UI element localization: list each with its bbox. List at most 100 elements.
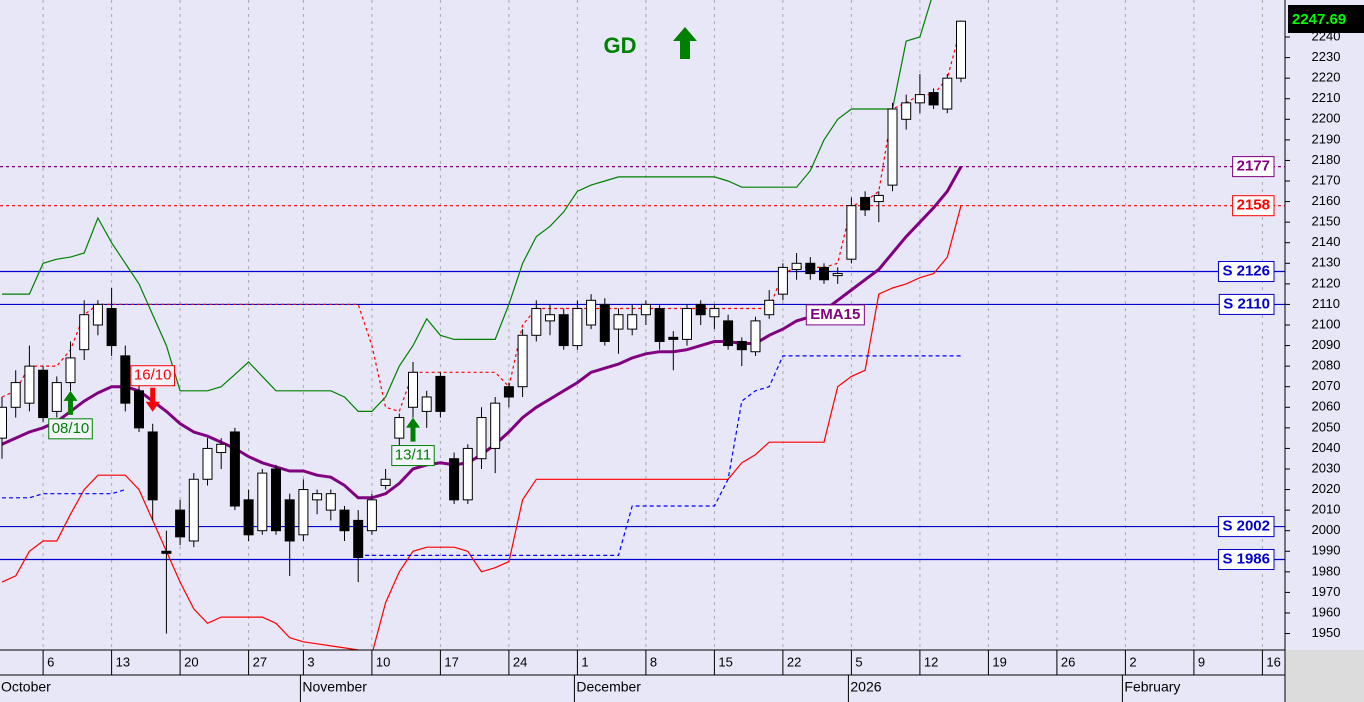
chart-title: GD [604,33,637,58]
candle-body [695,303,706,316]
candle-body [654,308,665,342]
month-label: 2026 [850,679,881,695]
signal-arrow [63,390,78,415]
candle-body [161,550,172,554]
candle-body [791,262,802,270]
month-label: November [302,679,367,695]
y-tick-label: 2130 [1312,255,1341,270]
candle-body [942,77,953,110]
month-label: October [1,679,51,695]
y-tick-label: 1950 [1312,625,1341,640]
candle-body [435,375,446,412]
candle-body [764,299,775,316]
candle-body [736,340,747,351]
y-tick-label: 2100 [1312,316,1341,331]
series-label: EMA15 [810,306,860,323]
candle-body [0,406,7,439]
signal-box [48,418,93,440]
month-label: December [576,679,641,695]
candle-body [914,94,925,104]
candle-body [723,320,734,347]
candle-body [366,499,377,532]
candle-body [79,314,90,351]
x-tick-label: 27 [253,654,267,669]
signal-arrow [145,387,160,412]
candle-body [640,303,651,316]
corner [1285,650,1364,702]
candle-body [106,308,117,347]
candle-body [257,472,268,532]
y-tick-label: 2190 [1312,131,1341,146]
signal-box [391,445,435,467]
x-tick-label: 15 [718,654,732,669]
y-tick-label: 2120 [1312,275,1341,290]
y-tick-label: 2080 [1312,358,1341,373]
candle-body [860,196,871,211]
candle-body [462,447,473,501]
y-tick-label: 2140 [1312,234,1341,249]
x-tick-label: 2 [1129,654,1136,669]
candle-body [517,334,528,388]
y-tick-label: 2200 [1312,111,1341,126]
month-label: February [1124,679,1180,695]
signal-label: 13/11 [395,447,431,464]
y-tick-label: 2000 [1312,522,1341,537]
x-tick-label: 20 [184,654,198,669]
candle-body [901,102,912,120]
candle-body [627,314,638,330]
candle-body [449,458,460,501]
candle-body [339,509,350,532]
candle-body [928,92,939,106]
x-tick-label: 9 [1198,654,1205,669]
candle-body [229,431,240,507]
y-tick-label: 1990 [1312,543,1341,558]
last-price-box [1288,5,1364,33]
candle-body [188,478,199,542]
level-label: S 2110 [1223,295,1270,312]
candle-body [558,314,569,347]
y-tick-label: 2010 [1312,502,1341,517]
candle-body [10,382,21,408]
level-label: 2158 [1237,197,1270,214]
candle-body [120,355,131,404]
y-tick-label: 2050 [1312,419,1341,434]
last-price: 2247.69 [1292,11,1346,28]
y-tick-label: 2020 [1312,481,1341,496]
x-tick-label: 3 [307,654,314,669]
candle-body [147,431,158,501]
signal-box [130,365,175,387]
candle-body [668,336,679,340]
x-tick-label: 6 [47,654,54,669]
candle-body [134,390,144,429]
x-tick-label: 13 [116,654,130,669]
candle-body [709,308,720,318]
candle-body [243,499,254,536]
level-label-box [1232,156,1275,178]
candle-body [531,308,542,336]
x-tick-label: 24 [513,654,527,669]
y-tick-label: 1960 [1312,604,1341,619]
x-tick-label: 8 [650,654,657,669]
candle-body [873,194,884,203]
candle-body [777,266,788,295]
candle-body [271,468,281,532]
candle-body [51,382,62,412]
y-tick-label: 2220 [1312,70,1341,85]
level-label-box [1217,548,1275,570]
candle-body [38,369,49,419]
x-tick-label: 19 [992,654,1006,669]
x-tick-label: 12 [924,654,938,669]
indicator-line [2,355,961,556]
level-label: S 2126 [1222,262,1270,279]
level-label-box [1217,516,1275,538]
y-tick-label: 2090 [1312,337,1341,352]
level-label: S 2002 [1222,518,1270,535]
candle-body [599,303,610,342]
candle-body [312,493,323,501]
y-tick-label: 2210 [1312,90,1341,105]
candle-body [394,417,405,439]
candle-body [380,478,391,486]
candle-body [750,320,761,353]
candle-body [65,357,76,384]
